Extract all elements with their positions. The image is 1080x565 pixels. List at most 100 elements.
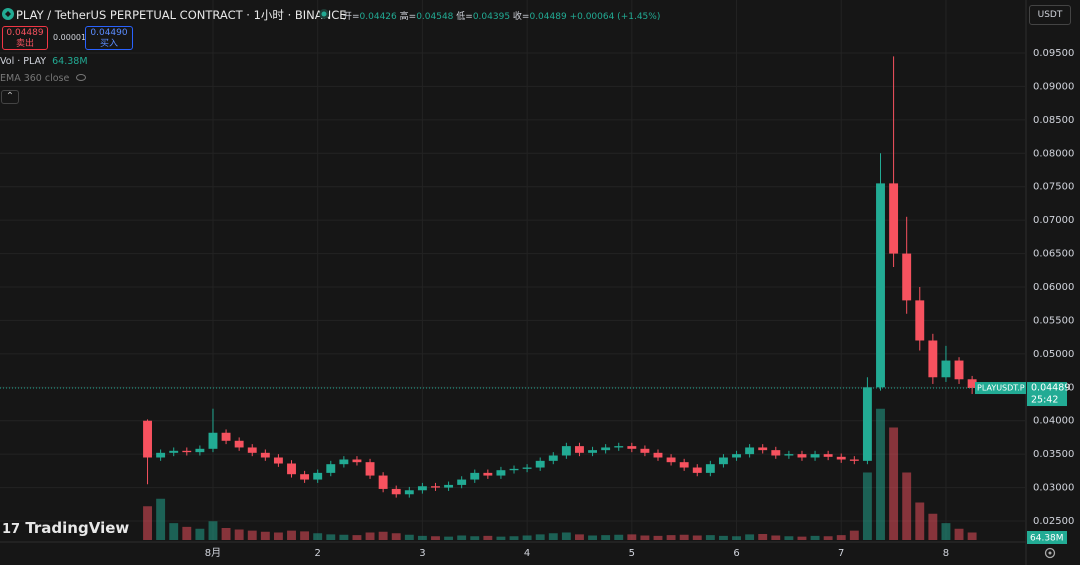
ema-legend: EMA 360 close: [0, 73, 87, 84]
volume-bar: [653, 535, 663, 540]
volume-bar: [300, 531, 310, 540]
candle-body: [640, 448, 650, 453]
volume-bar: [640, 535, 650, 540]
candle-body: [876, 183, 885, 388]
volume-bar: [535, 534, 545, 540]
candle-body: [653, 452, 663, 458]
candle-body: [967, 379, 977, 389]
volume-bar: [483, 535, 493, 540]
volume-bar: [391, 533, 401, 540]
y-tick-label: 0.08500: [1033, 115, 1074, 126]
volume-bar: [745, 534, 755, 540]
candle-body: [221, 432, 231, 441]
currency: USDT: [1037, 10, 1063, 20]
volume-bar: [169, 523, 179, 540]
candle-body: [365, 462, 375, 476]
candle-body: [391, 488, 401, 495]
candle-body: [457, 479, 467, 485]
ohlc-legend: 开=0.04426 高=0.04548 低=0.04395 收=0.04489 …: [343, 9, 660, 22]
candle-body: [928, 340, 938, 378]
volume-bar: [287, 530, 296, 540]
volume-bar: [797, 536, 807, 540]
price-tag-countdown: 25:42: [1031, 395, 1058, 406]
symbol-icon: [2, 8, 14, 20]
volume-bar: [718, 535, 728, 540]
collapse-button[interactable]: ⌃: [1, 90, 19, 104]
buy-button[interactable]: 0.04490 买入: [85, 26, 133, 50]
sell-price: 0.04489: [6, 28, 44, 38]
candle-body: [889, 183, 899, 254]
y-tick-label: 0.02500: [1033, 516, 1074, 527]
candle-body: [954, 360, 964, 380]
volume-bar: [195, 528, 205, 540]
ema-name: EMA 360 close: [0, 73, 70, 84]
y-tick-label: 0.07000: [1033, 215, 1074, 226]
volume-bar: [247, 530, 257, 540]
candle-body: [614, 446, 624, 448]
candle-body: [705, 464, 715, 473]
candle-body: [810, 454, 820, 458]
volume-bar: [431, 536, 440, 540]
currency-button[interactable]: USDT: [1029, 5, 1071, 25]
sell-button[interactable]: 0.04489 卖出: [2, 26, 48, 50]
volume-bar: [692, 535, 702, 540]
volume-bar: [509, 536, 519, 540]
y-tick-label: 0.09500: [1033, 48, 1074, 59]
x-tick-label: 4: [524, 548, 530, 559]
volume-bar: [902, 472, 912, 540]
candle-body: [941, 360, 951, 378]
x-tick-label: 6: [733, 548, 739, 559]
candle-body: [339, 459, 349, 465]
volume-bar: [758, 534, 768, 540]
ohlc-label: 低=: [456, 12, 473, 22]
volume-bar: [614, 534, 624, 540]
candle-body: [352, 459, 362, 463]
y-tick-label: 0.03000: [1033, 483, 1074, 494]
candle-body: [313, 472, 323, 480]
volume-bar: [862, 472, 872, 540]
candle-body: [509, 468, 519, 471]
volume-bar: [378, 531, 388, 540]
volume-bar: [208, 521, 218, 540]
volume-bar: [260, 531, 270, 540]
volume-bar: [234, 529, 244, 540]
candle-body: [771, 450, 781, 456]
settings-icon[interactable]: [1043, 546, 1057, 560]
candle-body: [575, 446, 584, 453]
volume-bar: [417, 535, 427, 540]
volume-bar: [496, 536, 506, 540]
y-tick-label: 0.09000: [1033, 81, 1074, 92]
logo: 17 TradingView: [2, 519, 130, 537]
y-tick-label: 0.03500: [1033, 449, 1074, 460]
volume-bar: [221, 528, 231, 540]
y-tick-label: 0.07500: [1033, 182, 1074, 193]
volume-bar: [143, 506, 152, 540]
volume-bar: [522, 535, 532, 540]
volume-bar: [444, 536, 454, 540]
volume-legend: Vol · PLAY 64.38M: [0, 56, 88, 67]
volume-bar: [941, 523, 951, 540]
volume-bar: [627, 534, 637, 540]
x-tick-label: 8月: [205, 547, 221, 559]
candle-body: [182, 450, 192, 453]
candle-body: [535, 460, 545, 468]
candle-body: [679, 462, 689, 468]
candle-body: [273, 457, 283, 464]
candle-body: [758, 447, 768, 451]
price-tag-symbol: PLAYUSDT.P: [977, 384, 1025, 393]
candle-body: [862, 387, 872, 461]
price-tag-value: 0.04489: [1031, 383, 1070, 394]
volume-bar: [339, 534, 349, 540]
volume-bar: [836, 535, 846, 540]
volume-bar: [365, 532, 375, 540]
candle-body: [156, 452, 166, 458]
candle-body: [627, 446, 637, 449]
candle-body: [588, 450, 598, 453]
ohlc-value: 0.04426: [359, 12, 397, 22]
candle-body: [692, 467, 702, 473]
volume-name: Vol · PLAY: [0, 56, 47, 67]
x-tick-label: 7: [838, 548, 844, 559]
y-tick-label: 0.05000: [1033, 349, 1074, 360]
volume-bar: [575, 534, 584, 540]
